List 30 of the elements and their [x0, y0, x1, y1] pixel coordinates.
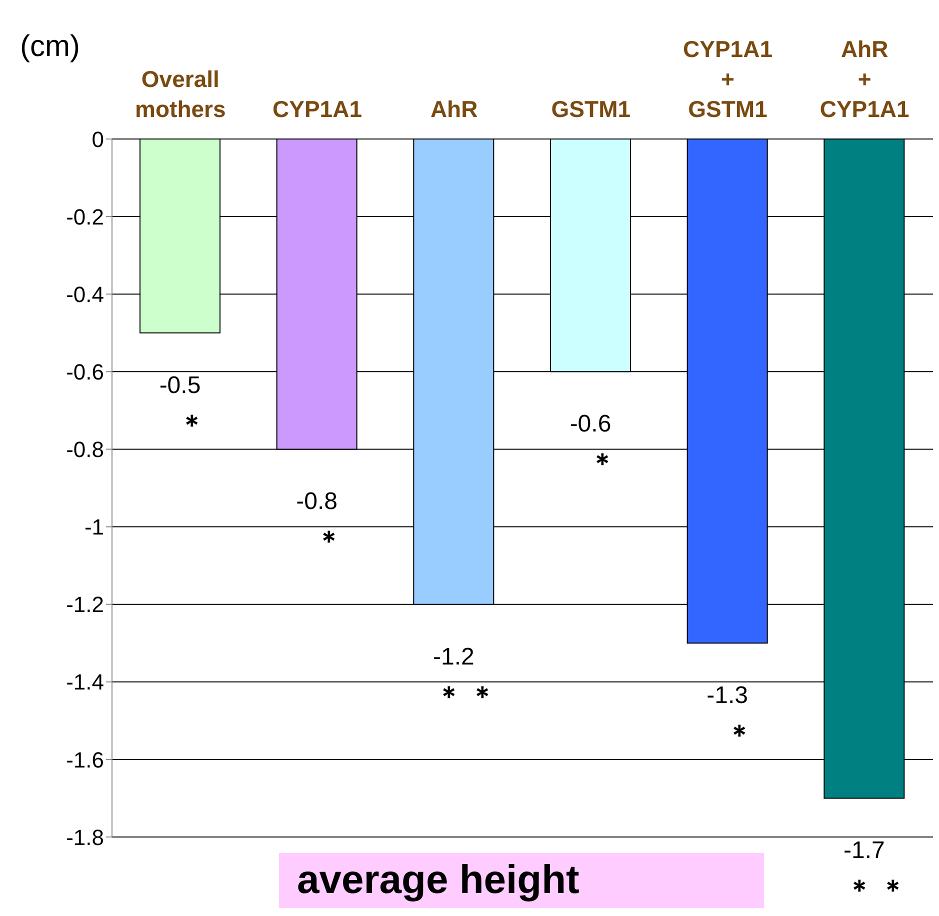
y-tick-label: -0.4 — [66, 282, 104, 307]
data-label: -1.2 — [432, 643, 474, 670]
y-axis-title: (cm) — [20, 30, 80, 64]
x-tick-label: CYP1A1 + GSTM1 — [683, 36, 773, 122]
data-label: -1.3 — [706, 682, 748, 710]
y-tick-label: -0.6 — [66, 359, 104, 384]
data-label: -0.5 — [159, 372, 201, 399]
annotation: ＊ — [179, 408, 205, 439]
y-tick-label: -1.6 — [66, 747, 104, 772]
annotation: ＊ ＊ — [436, 680, 496, 710]
x-axis-title: average height — [279, 853, 764, 908]
data-label: -1.7 — [843, 837, 885, 864]
annotation: ＊ — [726, 719, 752, 750]
x-tick-label: AhR — [430, 96, 478, 122]
x-tick-label: GSTM1 — [551, 96, 631, 122]
x-tick-label: CYP1A1 — [272, 96, 362, 122]
y-tick-label: -1.4 — [66, 670, 104, 695]
x-tick-label: AhR + CYP1A1 — [820, 36, 910, 122]
data-label: -0.8 — [296, 488, 338, 516]
y-tick-label: -1.2 — [66, 592, 104, 618]
y-tick-label: -0.2 — [66, 204, 104, 230]
annotation: ＊ — [316, 525, 342, 556]
x-tick-label: Overall mothers — [135, 66, 226, 122]
y-tick-label: -1 — [84, 514, 104, 540]
y-tick-label: -0.8 — [66, 437, 104, 462]
y-tick-label: 0 — [92, 126, 104, 152]
y-tick-label: -1.8 — [66, 824, 104, 850]
text: ＊ ＊ — [846, 874, 906, 904]
data-label: -0.6 — [570, 410, 612, 438]
annotation: ＊ — [590, 448, 616, 478]
